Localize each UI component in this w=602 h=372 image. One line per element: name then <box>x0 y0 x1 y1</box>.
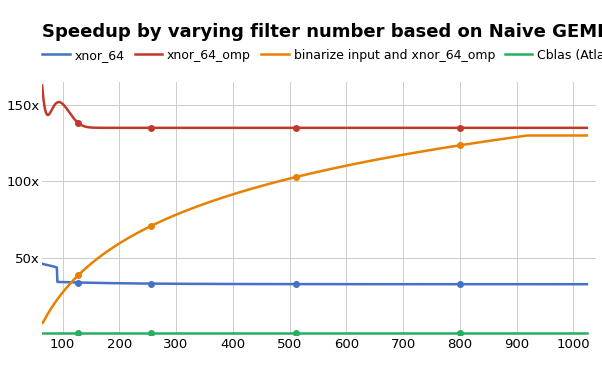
binarize input and xnor_64_omp <box>464 142 471 147</box>
binarize input and xnor_64_omp <box>39 321 46 325</box>
xnor_64 <box>279 282 286 286</box>
binarize input and xnor_64_omp <box>412 150 420 155</box>
xnor_64 <box>412 282 420 286</box>
Line: xnor_64: xnor_64 <box>42 264 587 284</box>
xnor_64_omp <box>464 126 471 130</box>
xnor_64 <box>39 262 46 266</box>
xnor_64_omp <box>294 126 302 130</box>
binarize input and xnor_64_omp <box>94 256 101 260</box>
Legend: xnor_64, xnor_64_omp, binarize input and xnor_64_omp, Cblas (Atlas): xnor_64, xnor_64_omp, binarize input and… <box>42 49 602 62</box>
Cblas (Atlas) <box>583 331 591 336</box>
Cblas (Atlas) <box>464 331 471 336</box>
binarize input and xnor_64_omp <box>259 183 266 188</box>
binarize input and xnor_64_omp <box>473 141 480 145</box>
xnor_64_omp <box>94 125 101 130</box>
xnor_64_omp <box>583 126 591 130</box>
binarize input and xnor_64_omp <box>524 133 531 138</box>
xnor_64_omp <box>279 126 286 130</box>
Line: binarize input and xnor_64_omp: binarize input and xnor_64_omp <box>42 135 587 323</box>
Cblas (Atlas) <box>279 331 286 336</box>
xnor_64 <box>583 282 591 286</box>
xnor_64_omp <box>413 126 420 130</box>
binarize input and xnor_64_omp <box>279 178 286 183</box>
Cblas (Atlas) <box>259 331 266 336</box>
xnor_64 <box>473 282 480 286</box>
binarize input and xnor_64_omp <box>583 133 591 138</box>
Cblas (Atlas) <box>39 331 46 336</box>
Text: Speedup by varying filter number based on Naive GEMM: Speedup by varying filter number based o… <box>42 23 602 41</box>
xnor_64_omp <box>259 126 266 130</box>
xnor_64_omp <box>39 83 46 88</box>
xnor_64 <box>94 281 101 285</box>
xnor_64_omp <box>474 126 481 130</box>
xnor_64 <box>259 282 266 286</box>
Cblas (Atlas) <box>473 331 480 336</box>
Cblas (Atlas) <box>94 331 101 336</box>
Cblas (Atlas) <box>412 331 420 336</box>
xnor_64 <box>464 282 471 286</box>
Line: xnor_64_omp: xnor_64_omp <box>42 86 587 128</box>
